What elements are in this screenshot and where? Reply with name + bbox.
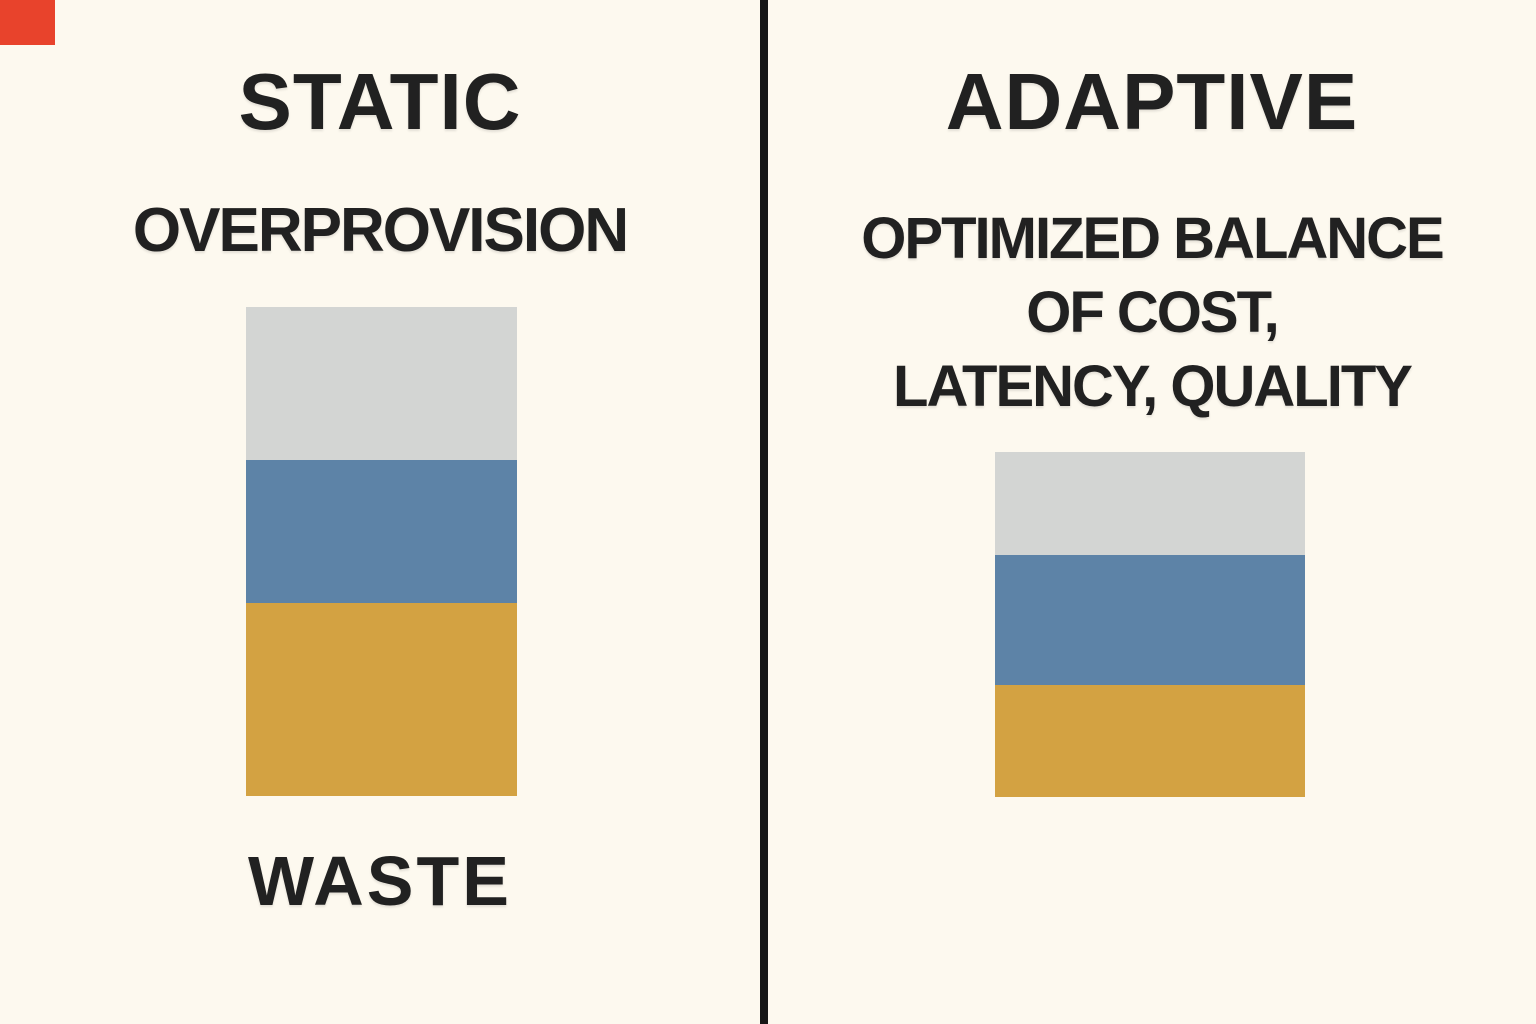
adaptive-panel-subtitle: OPTIMIZED BALANCE OF COST, LATENCY, QUAL… bbox=[768, 202, 1536, 424]
static-bar-gray-segment bbox=[246, 307, 517, 460]
adaptive-panel-title: ADAPTIVE bbox=[945, 57, 1359, 146]
adaptive-subtitle-line-1: OPTIMIZED BALANCE bbox=[861, 206, 1444, 271]
adaptive-stacked-bar bbox=[995, 452, 1305, 797]
panel-divider bbox=[760, 0, 768, 1024]
adaptive-panel: ADAPTIVE OPTIMIZED BALANCE OF COST, LATE… bbox=[768, 0, 1536, 1024]
static-panel: STATIC OVERPROVISION WASTE bbox=[0, 0, 760, 1024]
adaptive-bar-gold-segment bbox=[995, 685, 1305, 797]
adaptive-bar-gray-segment bbox=[995, 452, 1305, 555]
static-stacked-bar bbox=[246, 307, 517, 796]
adaptive-bar-blue-segment bbox=[995, 555, 1305, 685]
static-panel-subtitle: OVERPROVISION bbox=[132, 196, 629, 265]
static-panel-title: STATIC bbox=[238, 57, 522, 146]
corner-red-mark bbox=[0, 0, 55, 45]
adaptive-subtitle-line-3: LATENCY, QUALITY bbox=[893, 354, 1413, 419]
static-bar-blue-segment bbox=[246, 460, 517, 603]
adaptive-subtitle-line-2: OF COST, bbox=[1026, 280, 1279, 345]
waste-label: WASTE bbox=[248, 842, 512, 920]
static-bar-gold-segment bbox=[246, 603, 517, 796]
